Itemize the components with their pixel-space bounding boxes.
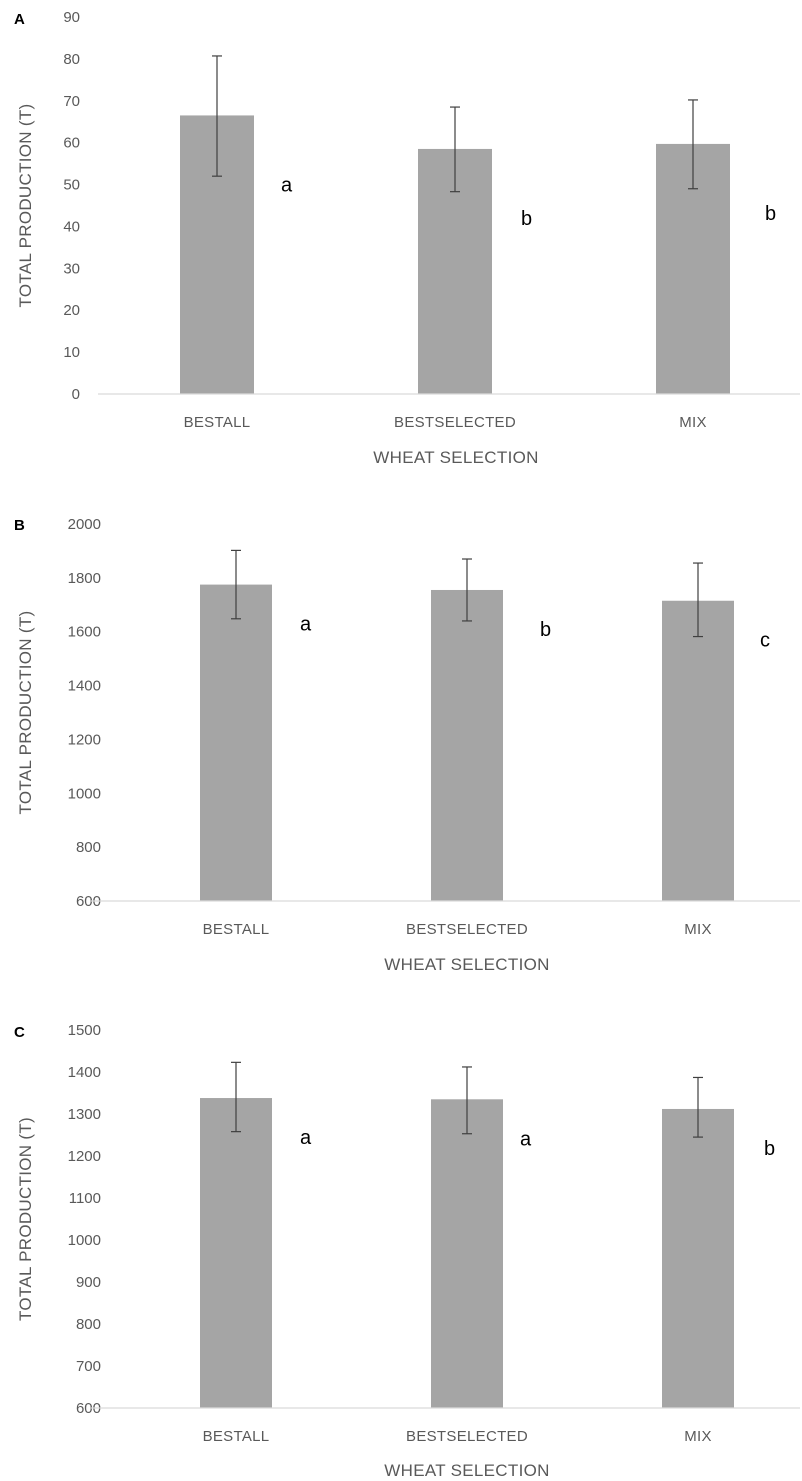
y-tick-label: 900 bbox=[76, 1274, 101, 1291]
y-tick-label: 1000 bbox=[68, 1232, 101, 1249]
error-bar bbox=[212, 55, 222, 177]
significance-letter: a bbox=[300, 614, 312, 636]
panel-a: A 0 10 20 30 40 50 60 70 80 90 a b b BESTALL BESTSELECT… bbox=[14, 9, 800, 467]
x-axis-title: WHEAT SELECTION bbox=[384, 955, 549, 974]
bar bbox=[200, 1098, 272, 1408]
y-tick-label: 40 bbox=[63, 218, 80, 235]
category-label: BESTSELECTED bbox=[406, 1428, 528, 1445]
category-label: MIX bbox=[684, 921, 712, 938]
significance-letter: a bbox=[300, 1127, 312, 1149]
panel-label: A bbox=[14, 11, 25, 28]
x-axis-title: WHEAT SELECTION bbox=[373, 448, 538, 467]
y-tick-label: 1000 bbox=[68, 785, 101, 802]
category-label: MIX bbox=[684, 1428, 712, 1445]
y-axis-title: TOTAL PRODUCTION (T) bbox=[16, 610, 35, 814]
error-bar bbox=[231, 1061, 241, 1133]
error-bar bbox=[688, 99, 698, 190]
y-tick-label: 2000 bbox=[68, 516, 101, 533]
y-tick-label: 600 bbox=[76, 1400, 101, 1417]
y-tick-label: 20 bbox=[63, 302, 80, 319]
error-bar bbox=[450, 106, 460, 193]
bar bbox=[662, 600, 734, 901]
y-tick-label: 1800 bbox=[68, 570, 101, 587]
y-axis-title: TOTAL PRODUCTION (T) bbox=[16, 103, 35, 307]
bar bbox=[200, 584, 272, 901]
y-tick-label: 0 bbox=[72, 386, 80, 403]
bar bbox=[662, 1108, 734, 1408]
category-label: BESTALL bbox=[203, 921, 270, 938]
y-tick-label: 1400 bbox=[68, 678, 101, 695]
y-axis-title: TOTAL PRODUCTION (T) bbox=[16, 1117, 35, 1321]
y-tick-label: 70 bbox=[63, 93, 80, 110]
significance-letter: b bbox=[521, 208, 532, 230]
category-label: BESTSELECTED bbox=[394, 414, 516, 431]
bar bbox=[431, 1099, 503, 1408]
error-bar bbox=[462, 558, 472, 622]
y-tick-label: 1500 bbox=[68, 1022, 101, 1039]
significance-letter: a bbox=[520, 1128, 532, 1150]
category-label: BESTALL bbox=[184, 414, 251, 431]
y-tick-label: 10 bbox=[63, 344, 80, 361]
x-axis-title: WHEAT SELECTION bbox=[384, 1461, 549, 1480]
category-label: MIX bbox=[679, 414, 707, 431]
y-tick-label: 30 bbox=[63, 260, 80, 277]
y-tick-label: 800 bbox=[76, 839, 101, 856]
panel-label: B bbox=[14, 517, 25, 534]
y-tick-label: 90 bbox=[63, 9, 80, 26]
panel-b: B 600 800 1000 1200 1400 1600 1800 2000 a b c BESTAL… bbox=[14, 516, 800, 974]
y-tick-label: 600 bbox=[76, 893, 101, 910]
error-bar bbox=[693, 562, 703, 638]
y-tick-label: 700 bbox=[76, 1358, 101, 1375]
y-tick-label: 1200 bbox=[68, 1148, 101, 1165]
panel-c: C 600 700 800 900 1000 1100 1200 1300 1400 1500 a a b… bbox=[14, 1022, 800, 1480]
y-tick-label: 1300 bbox=[68, 1106, 101, 1123]
y-tick-label: 60 bbox=[63, 135, 80, 152]
y-tick-label: 50 bbox=[63, 177, 80, 194]
panel-label: C bbox=[14, 1024, 25, 1041]
y-tick-label: 80 bbox=[63, 51, 80, 68]
significance-letter: b bbox=[764, 1138, 775, 1160]
y-tick-label: 800 bbox=[76, 1316, 101, 1333]
error-bar bbox=[462, 1066, 472, 1135]
y-tick-label: 1200 bbox=[68, 731, 101, 748]
significance-letter: a bbox=[281, 174, 293, 196]
y-tick-label: 1600 bbox=[68, 624, 101, 641]
y-tick-label: 1100 bbox=[69, 1190, 101, 1207]
bar bbox=[431, 589, 503, 901]
category-label: BESTALL bbox=[203, 1428, 270, 1445]
significance-letter: b bbox=[540, 619, 551, 641]
error-bar bbox=[693, 1076, 703, 1138]
significance-letter: b bbox=[765, 203, 776, 225]
category-label: BESTSELECTED bbox=[406, 921, 528, 938]
error-bar bbox=[231, 549, 241, 620]
y-tick-label: 1400 bbox=[68, 1064, 101, 1081]
significance-letter: c bbox=[760, 630, 770, 652]
